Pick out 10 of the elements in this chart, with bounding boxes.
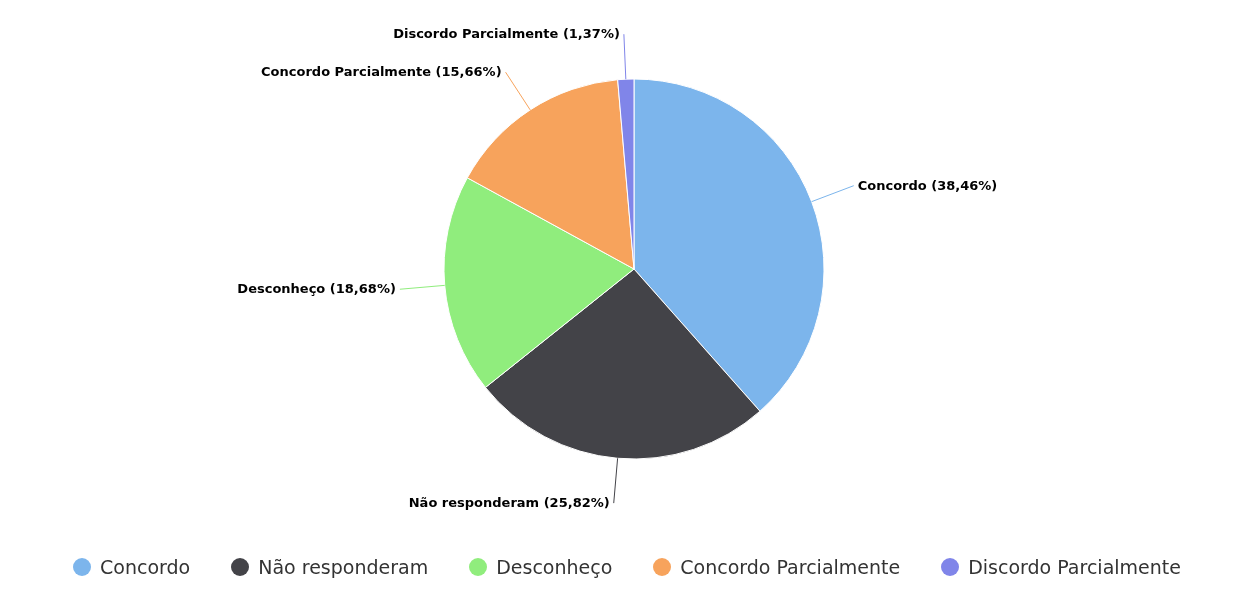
category-label: Concordo (38,46%) (857, 177, 998, 193)
legend-label: Não responderam (257, 556, 429, 578)
legend-label: Discordo Parcialmente (967, 556, 1181, 578)
category-label: Desconheço (18,68%) (237, 281, 396, 297)
category-label: Não responderam (25,82%) (408, 495, 610, 511)
category-label: Concordo Parcialmente (15,66%) (261, 64, 502, 80)
category-label: Discordo Parcialmente (1,37%) (393, 26, 620, 42)
legend-label: Concordo (99, 556, 191, 578)
legend-label: Desconheço (495, 556, 613, 578)
legend-label: Concordo Parcialmente (679, 556, 901, 578)
